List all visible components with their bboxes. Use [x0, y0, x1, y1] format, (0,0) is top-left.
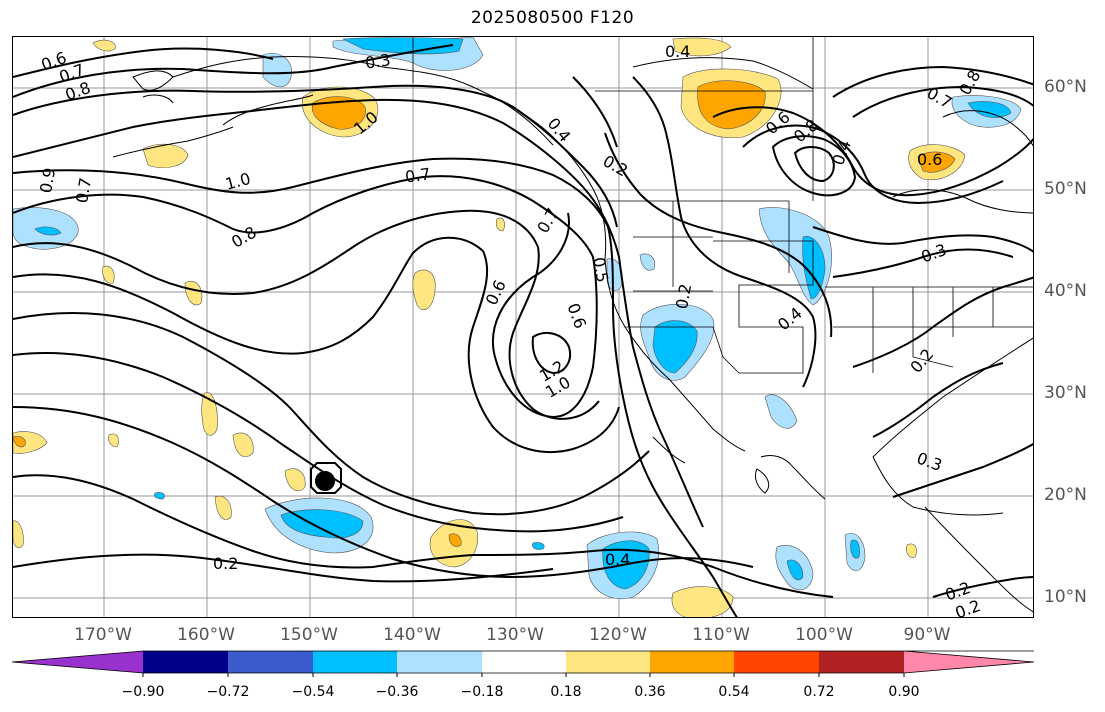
lon-label: 90°W — [903, 625, 951, 645]
contour-label: 0.3 — [364, 50, 392, 72]
colorbar-segment — [397, 651, 483, 673]
lat-label: 20°N — [1044, 485, 1087, 505]
chart-title: 2025080500 F120 — [470, 8, 635, 28]
colorbar-outline — [11, 650, 1035, 674]
contour-lines — [13, 44, 1033, 617]
colorbar-segment — [482, 651, 568, 673]
contour-label: 0.2 — [953, 596, 983, 618]
colorbar-segment — [734, 651, 820, 673]
contour-label: 0.2 — [213, 554, 238, 573]
colorbar-segment — [228, 651, 314, 673]
colorbar-segment — [650, 651, 736, 673]
contour-label: 0.2 — [906, 345, 937, 377]
contour-label: 0.6 — [563, 301, 590, 331]
colorbar-tick-label: −0.36 — [375, 684, 419, 700]
colorbar-tick-label: 0.18 — [550, 684, 582, 700]
contour-label: 0.4 — [605, 550, 630, 569]
map-canvas: 0.6 0.7 0.8 0.3 1.0 0.9 0.7 1.0 0.8 0.7 … — [13, 37, 1033, 618]
colorbar-segment — [904, 651, 1034, 673]
lon-label: 140°W — [383, 625, 441, 645]
contour-label: 0.9 — [36, 166, 59, 194]
lon-label: 150°W — [280, 625, 338, 645]
colorbar-segment — [566, 651, 652, 673]
colorbar-tick-label: −0.54 — [291, 684, 335, 700]
contour-label: 0.4 — [665, 42, 690, 61]
lat-label: 10°N — [1044, 587, 1087, 607]
contour-label: 0.8 — [228, 222, 260, 251]
colorbar — [11, 650, 1035, 677]
lon-label: 170°W — [74, 625, 132, 645]
contour-label: 0.4 — [544, 114, 575, 146]
colorbar-tick-label: 0.36 — [634, 684, 666, 700]
contour-label: 0.3 — [914, 448, 944, 475]
contour-label: 0.5 — [589, 256, 612, 284]
contour-label: 0.7 — [404, 164, 432, 186]
lat-label: 60°N — [1044, 77, 1087, 97]
lat-label: 40°N — [1044, 281, 1087, 301]
lat-label: 50°N — [1044, 179, 1087, 199]
colorbar-tick-label: −0.18 — [460, 684, 504, 700]
colorbar-tick-label: 0.90 — [888, 684, 920, 700]
lat-label: 30°N — [1044, 383, 1087, 403]
colorbar-tick-label: −0.72 — [206, 684, 250, 700]
colorbar-ticks — [142, 673, 905, 677]
coastlines — [112, 55, 1033, 613]
colorbar-tick-label: 0.54 — [718, 684, 750, 700]
colorbar-segment — [313, 651, 399, 673]
colorbar-tick-label: −0.90 — [121, 684, 165, 700]
contour-label: 0.6 — [917, 150, 942, 169]
lon-label: 130°W — [486, 625, 544, 645]
contour-label: 0.3 — [919, 240, 949, 267]
contour-label: 0.4 — [774, 303, 806, 334]
contour-label: 0.7 — [72, 176, 95, 204]
map-panel: 0.6 0.7 0.8 0.3 1.0 0.9 0.7 1.0 0.8 0.7 … — [12, 36, 1034, 618]
contour-label: 0.7 — [533, 205, 562, 237]
lon-label: 120°W — [589, 625, 647, 645]
colorbar-segment — [12, 651, 143, 673]
colorbar-tick-label: 0.72 — [803, 684, 835, 700]
lon-label: 160°W — [177, 625, 235, 645]
colorbar-segment — [819, 651, 905, 673]
contour-label: 0.8 — [790, 115, 822, 146]
lon-label: 100°W — [795, 625, 853, 645]
lon-label: 110°W — [692, 625, 750, 645]
gridlines — [13, 37, 1033, 617]
contour-label: 0.2 — [672, 282, 695, 310]
colorbar-segment — [143, 651, 229, 673]
